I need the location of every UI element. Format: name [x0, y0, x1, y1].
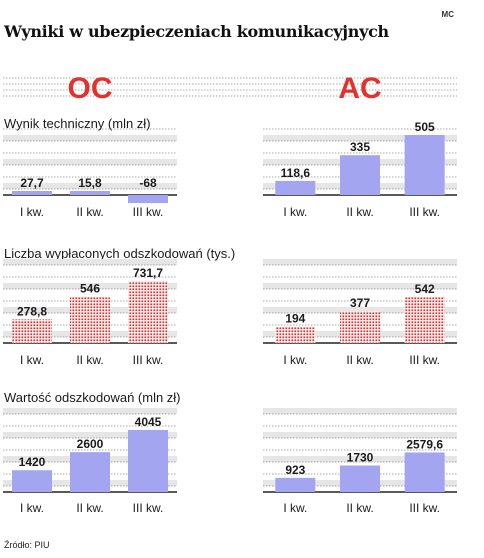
zebra-band — [263, 283, 457, 289]
bar-oc-3 — [128, 281, 168, 343]
credit-label: MC — [441, 10, 454, 19]
bar-ac-2 — [340, 465, 380, 492]
panel-title: Wartość odszkodowań (mln zł) — [4, 390, 181, 405]
bar-ac-2 — [340, 155, 380, 195]
zebra-band — [263, 135, 457, 141]
data-label: 377 — [350, 296, 370, 310]
bar-ac-3 — [404, 452, 445, 492]
zebra-band — [3, 159, 177, 165]
data-label: 27,7 — [20, 176, 44, 190]
panel-title: Wynik techniczny (mln zł) — [4, 116, 151, 131]
bar-oc-3 — [128, 195, 168, 204]
tick-label: III kw. — [409, 205, 440, 219]
bar-oc-1 — [12, 319, 52, 343]
bar-oc-2 — [70, 296, 110, 343]
data-label: 2600 — [77, 437, 104, 451]
chart-title: Wyniki w ubezpieczeniach komunikacyjnych — [4, 22, 389, 41]
zebra-band — [3, 408, 177, 414]
zebra-band — [3, 432, 177, 438]
bar-oc-1 — [12, 470, 52, 492]
zebra-band — [263, 408, 457, 414]
panel-title: Liczba wypłaconych odszkodowań (tys.) — [4, 246, 235, 261]
bar-oc-2 — [70, 191, 110, 195]
data-label: -68 — [139, 176, 157, 190]
data-label: 542 — [415, 282, 435, 296]
data-label: 1420 — [19, 455, 46, 469]
data-label: 194 — [285, 312, 305, 326]
zebra-band — [3, 135, 177, 141]
data-label: 278,8 — [17, 304, 47, 318]
bar-ac-1 — [275, 477, 316, 492]
zebra-band — [263, 259, 457, 265]
data-label: 335 — [350, 140, 370, 154]
tick-label: I kw. — [283, 501, 307, 515]
source-note: Źródło: PIU — [4, 540, 50, 550]
zebra-band — [263, 432, 457, 438]
tick-label: III kw. — [133, 205, 164, 219]
bar-ac-1 — [275, 326, 316, 343]
zebra-band — [3, 259, 177, 265]
tick-label: III kw. — [133, 501, 164, 515]
bar-ac-1 — [275, 180, 316, 195]
tick-label: II kw. — [346, 353, 373, 367]
data-label: 4045 — [135, 415, 162, 429]
bar-oc-1 — [12, 191, 52, 195]
tick-label: II kw. — [76, 501, 103, 515]
bar-ac-3 — [404, 297, 445, 343]
bar-ac-3 — [404, 135, 445, 195]
tick-label: I kw. — [20, 353, 44, 367]
zebra-band — [263, 456, 457, 462]
group-header-ac: AC — [338, 72, 381, 105]
tick-label: I kw. — [283, 353, 307, 367]
tick-label: II kw. — [76, 205, 103, 219]
tick-label: II kw. — [346, 501, 373, 515]
data-label: 1730 — [347, 450, 374, 464]
data-label: 118,6 — [281, 166, 311, 180]
group-header-oc: OC — [68, 72, 113, 105]
bar-ac-2 — [340, 311, 380, 343]
data-label: 505 — [415, 120, 435, 134]
data-label: 923 — [285, 463, 305, 477]
data-label: 731,7 — [133, 266, 163, 280]
tick-label: II kw. — [346, 205, 373, 219]
tick-label: I kw. — [20, 205, 44, 219]
tick-label: I kw. — [20, 501, 44, 515]
header-band — [0, 76, 484, 98]
tick-label: II kw. — [76, 353, 103, 367]
tick-label: III kw. — [409, 353, 440, 367]
bar-oc-2 — [70, 452, 110, 492]
tick-label: III kw. — [409, 501, 440, 515]
zebra-band — [3, 183, 177, 189]
data-label: 546 — [80, 282, 100, 296]
data-label: 2579,6 — [406, 437, 443, 451]
zebra-band — [263, 307, 457, 313]
data-label: 15,8 — [78, 176, 102, 190]
zebra-band — [3, 283, 177, 289]
tick-label: III kw. — [133, 353, 164, 367]
tick-label: I kw. — [283, 205, 307, 219]
bar-oc-3 — [128, 430, 168, 492]
